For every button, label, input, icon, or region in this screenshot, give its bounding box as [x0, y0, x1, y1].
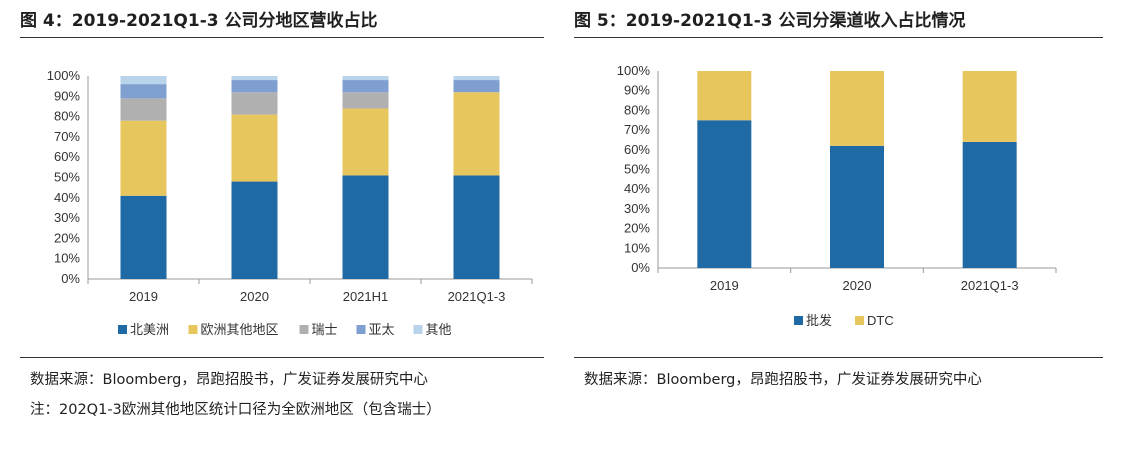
- bar-segment: [120, 195, 167, 279]
- bar-segment: [342, 92, 389, 109]
- left-source: 数据来源：Bloomberg，昂跑招股书，广发证券发展研究中心: [30, 372, 428, 388]
- bar-segment: [830, 71, 884, 146]
- legend-swatch: [118, 325, 127, 334]
- legend-label: 亚太: [369, 322, 395, 337]
- bar-segment: [231, 80, 278, 93]
- bar-segment: [231, 76, 278, 81]
- right-chart: 0% 10% 20% 30% 40% 50% 60% 70% 80% 90% 100% 2019 202…: [617, 63, 1057, 328]
- bar-segment: [830, 145, 884, 268]
- right-title-rule: [574, 37, 1103, 38]
- x-tick-label: 2020: [240, 289, 269, 304]
- bar-segment: [231, 114, 278, 182]
- legend-label: 瑞士: [312, 322, 338, 337]
- x-tick-label: 2021H1: [343, 289, 389, 304]
- right-bottom-rule: [574, 357, 1103, 358]
- right-source: 数据来源：Bloomberg，昂跑招股书，广发证券发展研究中心: [584, 372, 982, 388]
- legend-swatch: [188, 325, 198, 334]
- y-tick-label: 60%: [624, 142, 650, 157]
- bar-segment: [342, 108, 389, 176]
- legend-swatch: [413, 325, 423, 334]
- x-tick-label: 2020: [843, 278, 872, 293]
- x-tick-label: 2019: [710, 278, 739, 293]
- y-tick-label: 80%: [54, 109, 80, 124]
- y-tick-label: 40%: [624, 181, 650, 196]
- y-tick-label: 90%: [54, 88, 80, 103]
- legend-swatch: [299, 325, 309, 334]
- y-tick-label: 20%: [54, 230, 80, 245]
- right-figure: 图 5：2019-2021Q1-3 公司分渠道收入占比情况 0% 10% 20% 30…: [574, 0, 1119, 457]
- legend-swatch: [855, 316, 864, 325]
- y-tick-label: 60%: [54, 149, 80, 164]
- bar-segment: [453, 80, 500, 93]
- legend-label: 批发: [806, 313, 832, 328]
- x-tick-label: 2021Q1-3: [961, 278, 1019, 293]
- bar-segment: [342, 76, 389, 81]
- bar-segment: [342, 80, 389, 93]
- y-tick-label: 20%: [624, 221, 650, 236]
- y-tick-label: 30%: [54, 210, 80, 225]
- y-tick-label: 100%: [47, 68, 81, 83]
- y-tick-label: 90%: [624, 83, 650, 98]
- y-tick-label: 50%: [54, 170, 80, 185]
- bar-segment: [231, 181, 278, 279]
- bar-segment: [120, 76, 167, 85]
- left-figure: 图 4：2019-2021Q1-3 公司分地区营收占比 0% 10% 20% 30% 4…: [20, 0, 556, 457]
- bar-segment: [962, 141, 1017, 268]
- bar-segment: [453, 175, 500, 279]
- legend-label: DTC: [867, 313, 894, 328]
- bar-segment: [231, 92, 278, 115]
- y-tick-label: 50%: [624, 162, 650, 177]
- bar-segment: [697, 71, 752, 121]
- legend-swatch: [356, 325, 366, 334]
- y-tick-label: 70%: [54, 129, 80, 144]
- bar-segment: [962, 71, 1017, 142]
- legend-label: 其他: [426, 322, 452, 337]
- left-bottom-rule: [20, 357, 544, 358]
- left-chart-title: 图 4：2019-2021Q1-3 公司分地区营收占比: [20, 11, 378, 31]
- bar-segment: [697, 120, 752, 268]
- y-tick-label: 100%: [617, 63, 651, 78]
- y-tick-label: 0%: [631, 260, 650, 275]
- bar-segment: [120, 98, 167, 121]
- left-chart: 0% 10% 20% 30% 40% 50% 60% 70% 80% 90% 100% 2019 202…: [47, 68, 533, 337]
- y-tick-label: 70%: [624, 122, 650, 137]
- y-tick-label: 10%: [54, 251, 80, 266]
- y-tick-label: 30%: [624, 201, 650, 216]
- legend-swatch: [794, 316, 803, 325]
- legend-label: 欧洲其他地区: [201, 322, 279, 337]
- y-tick-label: 40%: [54, 190, 80, 205]
- bar-segment: [120, 120, 167, 196]
- y-tick-label: 0%: [61, 271, 80, 286]
- x-tick-label: 2019: [129, 289, 158, 304]
- bar-segment: [120, 84, 167, 99]
- legend-label: 北美洲: [130, 322, 169, 337]
- left-note: 注：202Q1-3欧洲其他地区统计口径为全欧洲地区（包含瑞士）: [30, 402, 441, 418]
- y-tick-label: 10%: [624, 240, 650, 255]
- right-chart-title: 图 5：2019-2021Q1-3 公司分渠道收入占比情况: [574, 11, 966, 31]
- y-tick-label: 80%: [624, 102, 650, 117]
- left-title-rule: [20, 37, 544, 38]
- bar-segment: [342, 175, 389, 279]
- bar-segment: [453, 92, 500, 176]
- x-tick-label: 2021Q1-3: [448, 289, 506, 304]
- bar-segment: [453, 76, 500, 81]
